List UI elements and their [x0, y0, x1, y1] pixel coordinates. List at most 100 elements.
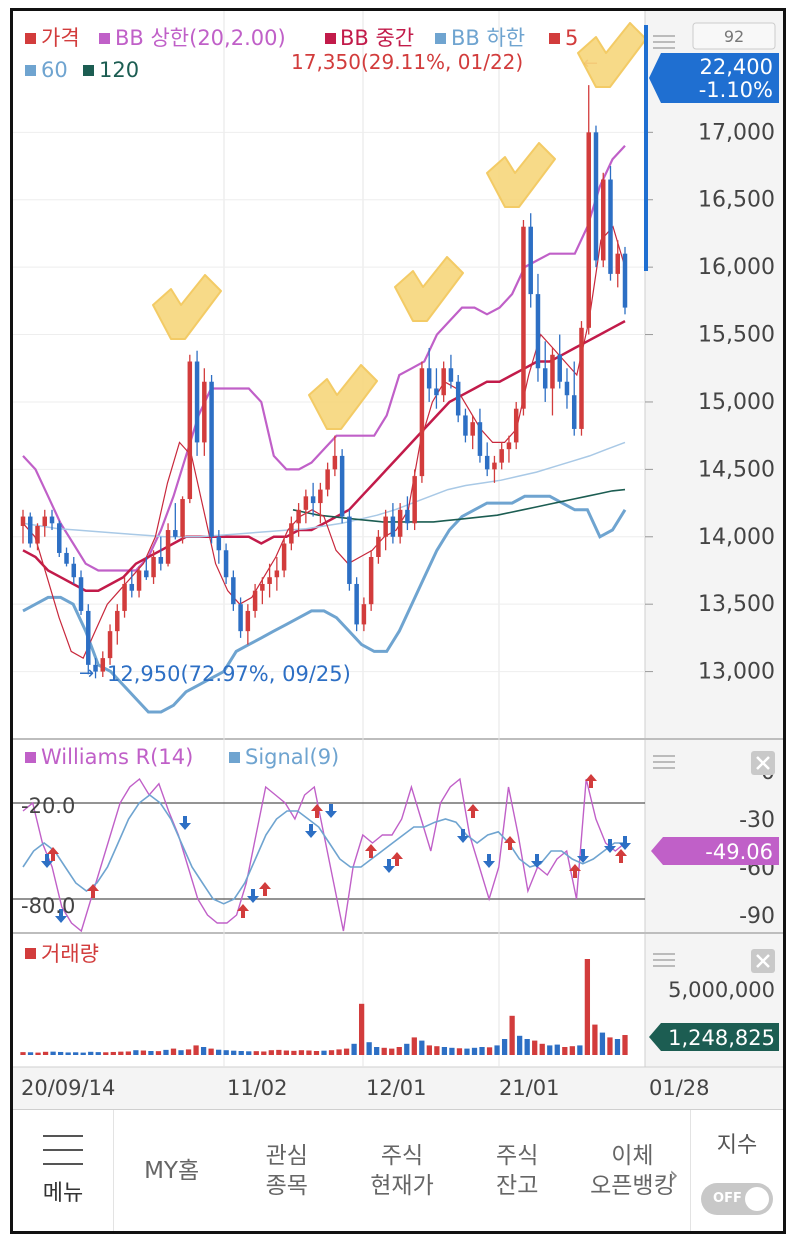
- williams-legend: Williams R(14) Signal(9): [25, 745, 339, 769]
- buy-arrow: [585, 774, 597, 788]
- nav-stock-price[interactable]: 주식 현재가: [344, 1110, 459, 1231]
- volume-bar: [57, 1051, 64, 1055]
- sell-arrow: [41, 854, 53, 868]
- volume-bar: [140, 1050, 147, 1055]
- candle-body: [267, 577, 272, 584]
- menu-button[interactable]: 메뉴: [13, 1110, 114, 1231]
- candle-body: [281, 543, 287, 571]
- candle-body: [144, 570, 149, 578]
- williams-plot: [13, 774, 645, 933]
- sell-arrow: [619, 836, 631, 850]
- check-sticker: [394, 256, 464, 322]
- buy-arrow: [237, 904, 249, 918]
- app-frame: 17,000 16,500 16,000 15,500 15,000 14,500 14,0…: [10, 8, 786, 1234]
- low-arrow: →: [79, 663, 94, 684]
- menu-lines-icon[interactable]: [653, 35, 675, 49]
- volume-bar: [193, 1045, 199, 1055]
- candle-body: [397, 509, 403, 537]
- sell-arrow: [247, 889, 259, 903]
- candle-body: [289, 523, 294, 544]
- volume-bar: [50, 1051, 56, 1055]
- candle-body: [238, 604, 243, 632]
- sell-arrow: [383, 859, 395, 873]
- nav-label: 잔고: [496, 1173, 539, 1199]
- candle-body: [528, 226, 533, 295]
- candle-body: [470, 422, 475, 436]
- price-tick-label: 13,000: [698, 660, 775, 685]
- volume-bar: [358, 1003, 365, 1055]
- volume-bar: [419, 1040, 425, 1055]
- volume-bar: [554, 1044, 560, 1055]
- volume-bar: [547, 1045, 553, 1055]
- volume-bar: [328, 1050, 335, 1055]
- candle-body: [361, 604, 367, 625]
- chart-area[interactable]: 17,000 16,500 16,000 15,500 15,000 14,500 14,0…: [13, 11, 783, 1109]
- candle-body: [296, 509, 301, 524]
- price-tick-label: 14,500: [698, 457, 775, 482]
- volume-bar: [464, 1048, 470, 1055]
- legend-signal: Signal(9): [245, 745, 339, 769]
- candle-body: [86, 610, 91, 665]
- volume-legend: 거래량: [25, 942, 99, 966]
- nav-label: 오픈뱅킹: [590, 1173, 675, 1199]
- nav-stock-balance[interactable]: 주식 잔고: [460, 1110, 575, 1231]
- nav-label: MY홈: [144, 1158, 200, 1184]
- menu-label: 메뉴: [42, 1181, 84, 1206]
- williams-close-icon[interactable]: [751, 751, 775, 775]
- nav-my-home[interactable]: MY홈: [114, 1110, 229, 1231]
- candle-body: [202, 381, 207, 443]
- volume-bar: [170, 1048, 177, 1055]
- chevron-right-icon[interactable]: ›: [669, 1161, 679, 1189]
- williams-menu-icon[interactable]: [653, 755, 675, 769]
- current-price-value: 22,400: [700, 55, 773, 79]
- legend-ma60: 60: [41, 58, 68, 82]
- candle-body: [216, 536, 222, 551]
- nav-label: 주식: [496, 1143, 539, 1169]
- williams-tick-label: -90: [739, 904, 775, 929]
- buy-arrow: [259, 882, 271, 896]
- candle-body: [165, 530, 171, 564]
- buy-arrow: [391, 852, 403, 866]
- ma60-line: [22, 441, 626, 538]
- volume-bar: [321, 1050, 327, 1055]
- nav-watchlist[interactable]: 관심 종목: [229, 1110, 344, 1231]
- volume-bar: [216, 1049, 222, 1055]
- volume-bar: [501, 1039, 508, 1055]
- legend-price: 가격: [41, 26, 80, 50]
- nav-open-banking[interactable]: 이체 오픈뱅킹: [575, 1110, 690, 1231]
- candle-body: [209, 381, 214, 537]
- candle-body: [57, 523, 62, 553]
- candle-body: [115, 610, 120, 632]
- candle-body: [492, 462, 497, 470]
- candle-body: [93, 664, 98, 672]
- buy-arrow: [504, 836, 516, 850]
- hamburger-icon: [43, 1135, 83, 1165]
- nav-label: 관심: [265, 1143, 308, 1169]
- volume-bar: [125, 1051, 131, 1055]
- volume-bar: [539, 1043, 545, 1055]
- candle-body: [405, 509, 410, 524]
- top-box: [692, 22, 776, 50]
- candle-body: [615, 253, 620, 274]
- volume-bar: [103, 1052, 109, 1055]
- candle-body: [521, 226, 526, 409]
- candle-body: [412, 476, 417, 524]
- candle-body: [571, 395, 577, 429]
- index-toggle[interactable]: OFF: [701, 1183, 774, 1215]
- volume-bar: [238, 1051, 244, 1055]
- index-label: 지수: [716, 1133, 758, 1158]
- buy-arrow: [311, 804, 323, 818]
- candle-body: [260, 583, 265, 591]
- volume-bar: [65, 1052, 71, 1055]
- volume-bar: [584, 959, 591, 1055]
- volume-bar: [336, 1049, 342, 1055]
- volume-bar: [148, 1051, 154, 1055]
- volume-close-icon[interactable]: [751, 949, 775, 973]
- volume-bar: [381, 1047, 387, 1055]
- candle-body: [550, 354, 555, 389]
- nav-label: 이체: [611, 1143, 654, 1169]
- candle-body: [339, 455, 345, 517]
- volume-bar: [486, 1047, 493, 1055]
- buy-arrow: [569, 864, 581, 878]
- volume-menu-icon[interactable]: [653, 953, 675, 967]
